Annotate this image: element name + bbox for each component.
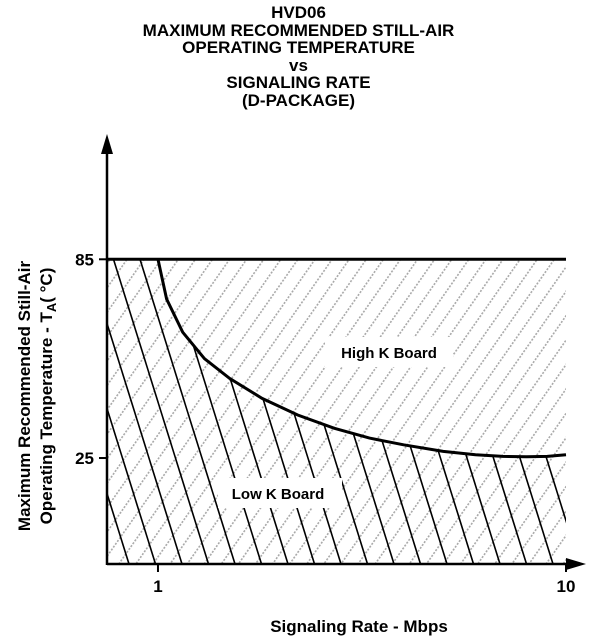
chart-title-line-5: (D-PACKAGE) <box>241 90 355 110</box>
y-tick-label: 85 <box>75 250 94 269</box>
low-k-label-bg <box>218 478 342 508</box>
x-axis-label: Signaling Rate - Mbps <box>270 617 448 636</box>
high-k-board-label: High K Board <box>341 345 437 362</box>
low-k-hatch-line <box>591 259 597 564</box>
low-k-hatch-line <box>563 259 566 564</box>
y-tick-label: 25 <box>75 449 94 468</box>
low-k-boundary-curve <box>156 258 567 459</box>
chart-title-line-0: HVD06 <box>271 3 326 22</box>
high-k-board-area <box>107 259 566 564</box>
x-tick-label: 1 <box>153 577 162 596</box>
high-k-label-bg <box>325 337 453 367</box>
low-k-hatch-line <box>107 259 130 564</box>
x-tick-label: 10 <box>557 577 576 596</box>
x-axis-arrow <box>566 558 586 570</box>
low-k-hatch-line <box>112 259 210 564</box>
low-k-board-label: Low K Board <box>232 486 325 503</box>
chart-title-line-1: MAXIMUM RECOMMENDED STILL-AIR <box>142 20 455 40</box>
chart-title-line-3: vs <box>289 55 308 75</box>
y-axis-label-line2: Operating Temperature - TA( °C) <box>37 268 59 525</box>
y-axis-arrow <box>101 134 113 154</box>
chart-title: HVD06 MAXIMUM RECOMMENDED STILL-AIR OPERAT… <box>0 4 597 109</box>
y-axis-label-line1: Maximum Recommended Still-Air <box>15 261 34 532</box>
low-k-hatch-line <box>139 259 236 564</box>
chart-title-line-2: OPERATING TEMPERATURE <box>182 38 415 57</box>
low-k-hatch-line <box>107 259 183 564</box>
chart-title-line-4: SIGNALING RATE <box>226 73 371 92</box>
